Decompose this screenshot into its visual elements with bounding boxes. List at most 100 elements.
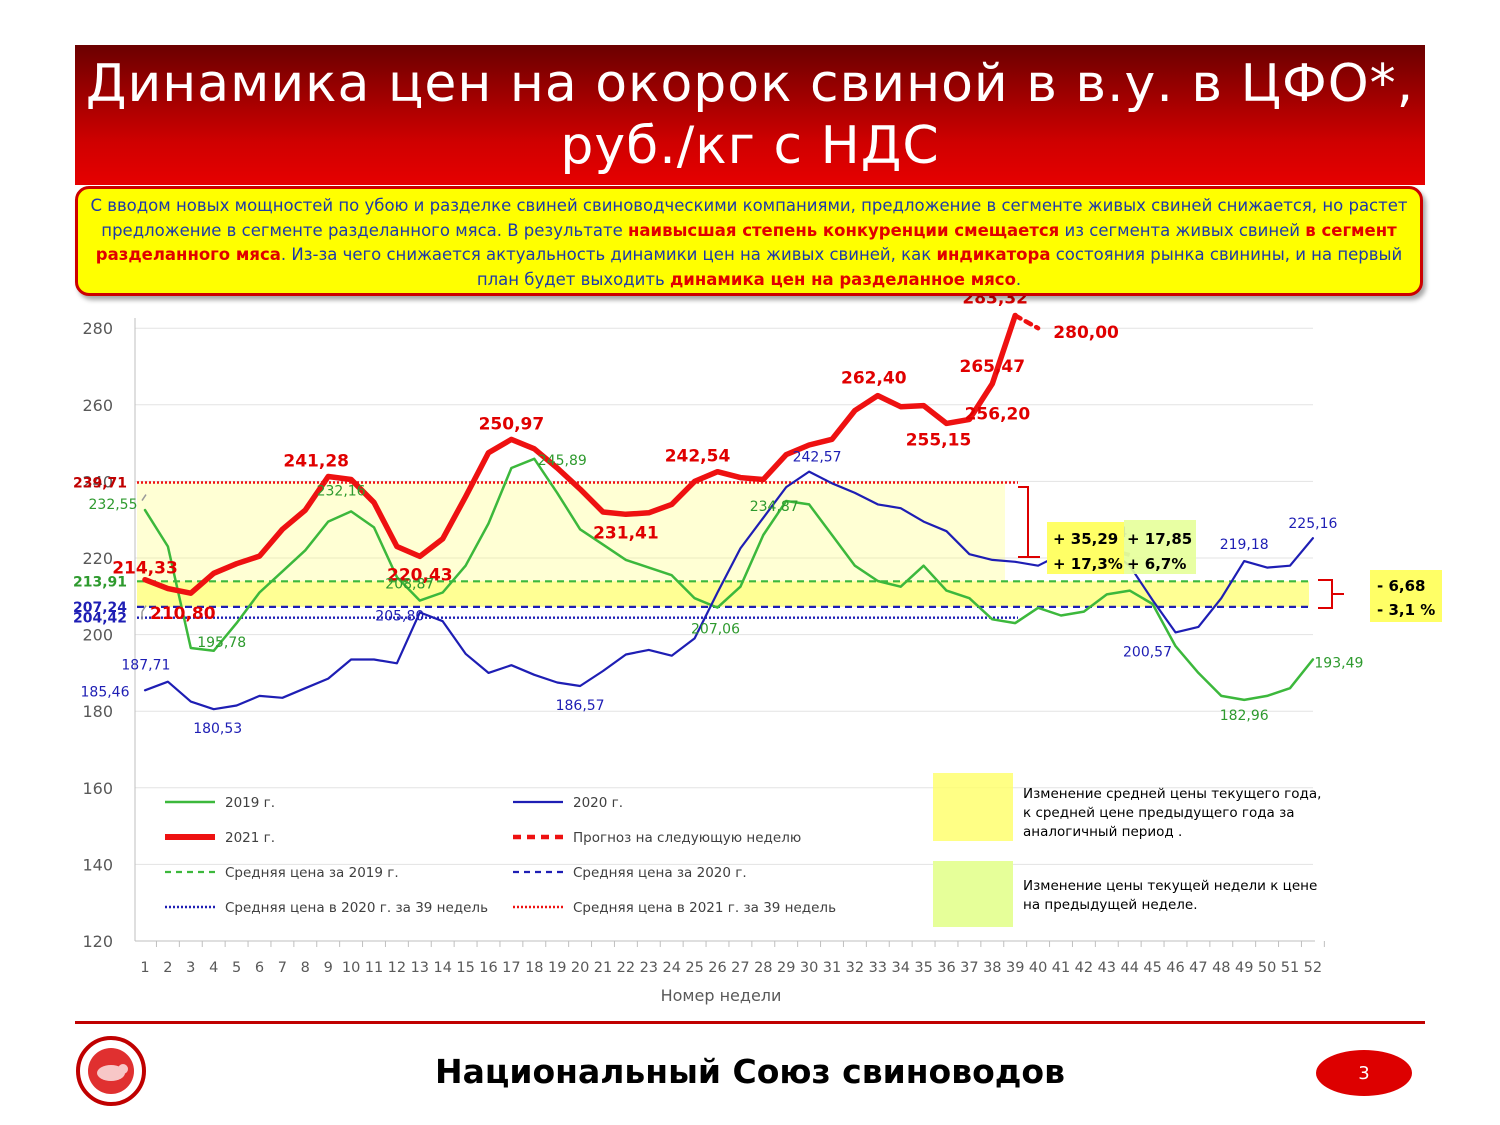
x-tick-label: 17 [502,960,520,976]
year-change-box [1047,522,1124,574]
week-change-box [1124,520,1196,574]
x-tick-label: 35 [914,960,932,976]
year-change-abs: + 35,29 [1053,530,1118,548]
series-line [1012,313,1041,331]
x-axis-title: Номер недели [661,986,782,1005]
x-tick-label: 16 [479,960,497,976]
x-tick-label: 52 [1304,960,1322,976]
x-tick-label: 46 [1166,960,1184,976]
title-banner: Динамика цен на окорок свиной в в.у. в Ц… [75,45,1425,185]
legend-label: Средняя цена в 2021 г. за 39 недель [573,900,836,916]
x-tick-label: 11 [365,960,383,976]
value-label-2021: 250,97 [479,414,545,434]
y-tick-label: 140 [82,855,113,874]
x-tick-label: 6 [255,960,264,976]
x-tick-label: 47 [1189,960,1207,976]
footer-divider [75,1021,1425,1024]
x-tick-label: 15 [456,960,474,976]
legend-label: Прогноз на следующую неделю [573,830,801,846]
week-change-pct: + 6,7% [1127,555,1186,573]
x-tick-label: 44 [1120,960,1138,976]
x-tick-label: 25 [685,960,703,976]
y-tick-label: 200 [82,626,113,645]
y-tick-label: 120 [82,932,113,951]
x-tick-label: 33 [869,960,887,976]
x-tick-label: 19 [548,960,566,976]
year-change-bracket [1018,486,1040,558]
value-label-2021: 231,41 [593,523,659,543]
reference-value-label: 204,42 [73,611,127,627]
value-label-2019: 234,87 [750,499,799,515]
value-label-2021: 262,40 [841,369,907,389]
x-tick-label: 24 [662,960,680,976]
legend-label: Средняя цена в 2020 г. за 39 недель [225,900,488,916]
x-tick-label: 9 [324,960,333,976]
info-text-4: состояния рынка свинины, и на первый пла… [476,245,1403,289]
value-label-2021: 255,15 [906,430,972,450]
value-label-2021: 256,20 [965,404,1031,424]
info-box: С вводом новых мощностей по убою и разде… [75,186,1423,296]
x-tick-label: 40 [1029,960,1047,976]
y-tick-label: 240 [82,472,113,491]
x-tick-label: 45 [1143,960,1161,976]
x-tick-label: 26 [708,960,726,976]
x-tick-label: 50 [1258,960,1276,976]
union-logo-icon [76,1036,146,1106]
info-highlight-3: индикатора [936,245,1051,264]
note-yellow-line: аналогичный период . [1023,824,1182,840]
title-line-2: руб./кг с НДС [560,116,940,176]
value-label-2021: 280,00 [1053,323,1119,343]
y-tick-label: 280 [82,319,113,338]
value-label-2021: 220,43 [387,565,453,585]
value-label-2021: 265,47 [959,357,1025,377]
band-2021-vs-2020-bg [137,482,1005,582]
x-tick-label: 36 [937,960,955,976]
reference-value-label: 239,71 [73,476,127,492]
x-tick-label: 10 [342,960,360,976]
series-line [142,312,1018,596]
value-label-2020: 219,18 [1220,537,1269,553]
x-tick-label: 30 [800,960,818,976]
value-label-2020: 200,57 [1123,644,1172,660]
title-line-1: Динамика цен на окорок свиной в в.у. в Ц… [85,54,1415,114]
value-label-2021: 210,80 [150,604,216,624]
value-label-2021: 241,28 [283,451,349,471]
x-tick-label: 51 [1281,960,1299,976]
x-tick-label: 29 [777,960,795,976]
x-tick-label: 39 [1006,960,1024,976]
value-label-2019: 195,78 [197,635,246,651]
x-tick-label: 18 [525,960,543,976]
legend-label: 2021 г. [225,830,275,846]
legend-green-swatch [933,861,1013,927]
info-text-1: С вводом новых мощностей по убою и разде… [90,196,1408,240]
x-tick-label: 13 [411,960,429,976]
series-line [143,457,1315,702]
avg-change-bracket [1318,579,1344,609]
x-tick-label: 1 [140,960,149,976]
y-tick-label: 160 [82,779,113,798]
y-tick-label: 260 [82,396,113,415]
value-label-2021: 242,54 [665,447,731,467]
y-tick-label: 180 [82,702,113,721]
value-label-2019: 207,06 [691,622,740,638]
x-tick-label: 14 [433,960,451,976]
value-label-2020: 187,71 [121,658,170,674]
value-label-2020: 242,57 [793,450,842,466]
x-tick-label: 21 [594,960,612,976]
info-highlight-4: динамика цен на разделанное мясо [669,269,1016,289]
note-green-line: на предыдущей неделе. [1023,897,1198,913]
x-tick-label: 22 [617,960,635,976]
avg-change-pct: - 3,1 % [1377,601,1435,619]
x-tick-label: 23 [640,960,658,976]
x-tick-label: 8 [301,960,310,976]
x-tick-label: 31 [823,960,841,976]
legend-label: 2019 г. [225,795,275,811]
value-label-2020: 186,57 [556,698,605,714]
left-label-bracket [141,494,147,620]
x-tick-label: 2 [163,960,172,976]
reference-value-label: 207,24 [73,600,127,616]
x-tick-label: 48 [1212,960,1230,976]
value-label-2019: 232,55 [89,497,138,513]
legend-yellow-swatch [933,773,1013,841]
